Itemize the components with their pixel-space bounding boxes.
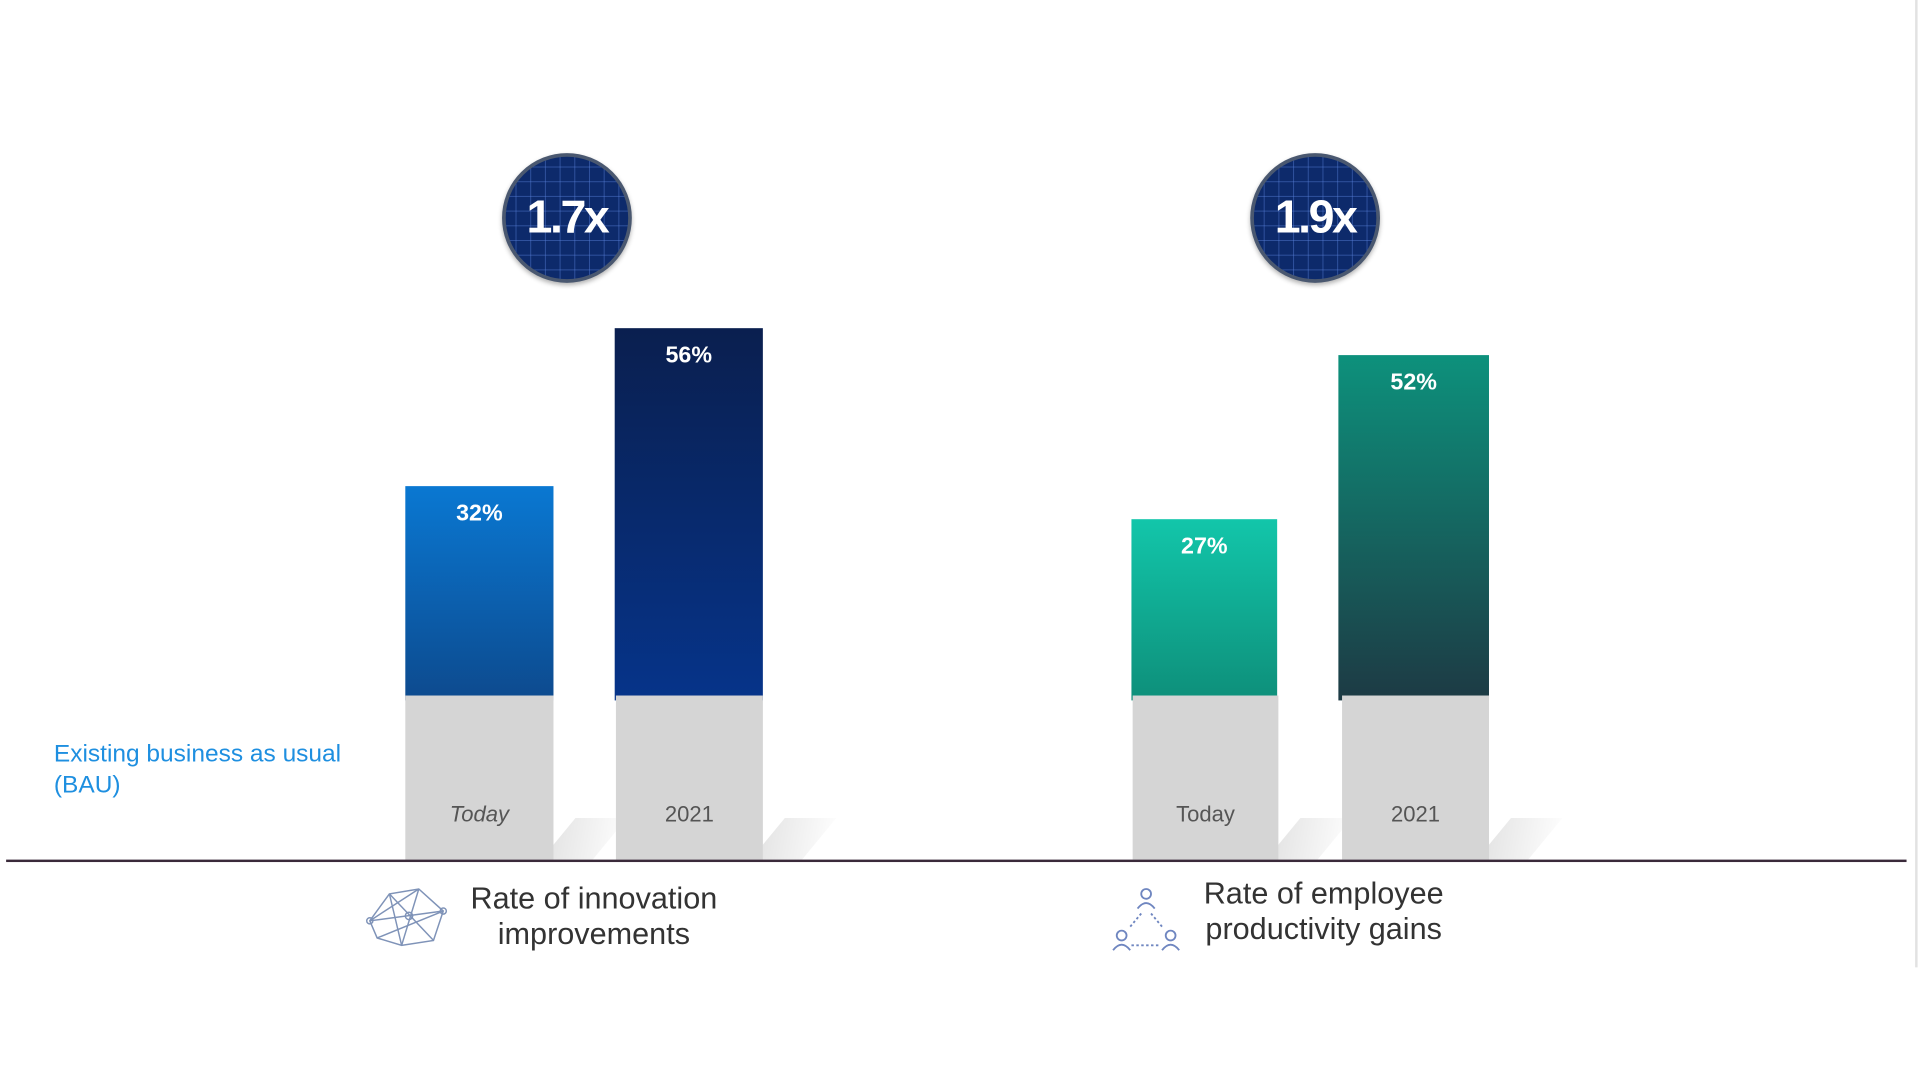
caption-line: improvements [497, 917, 691, 952]
category-label: Today [449, 802, 510, 827]
baseline-axis [6, 859, 1907, 863]
bar-shadow [541, 817, 627, 860]
caption-line: Rate of innovation [470, 881, 718, 916]
data-label: 52% [1390, 369, 1437, 396]
bar-shadow [1476, 817, 1563, 860]
bar-innovation-today: 32% [405, 485, 554, 701]
category-label: 2021 [664, 802, 714, 827]
bau-block-innovation-2021: 2021 [615, 695, 763, 860]
bar-shadow [750, 817, 837, 860]
bau-label: Existing business as usual (BAU) [54, 740, 341, 801]
bar-innovation-2021: 56% [614, 328, 763, 701]
bar-shadow [1266, 817, 1352, 860]
caption-innovation: Rate of innovation improvements [453, 882, 735, 953]
bau-block-productivity-today: Today [1132, 695, 1279, 860]
right-edge-divider [1915, 0, 1918, 968]
caption-line: Rate of employee [1203, 876, 1444, 912]
bau-block-innovation-today: Today [405, 695, 554, 860]
bar-productivity-today: 27% [1131, 518, 1278, 701]
data-label: 56% [665, 343, 713, 370]
multiplier-badge-productivity: 1.9x [1250, 153, 1381, 283]
data-label: 27% [1181, 533, 1228, 560]
category-label: 2021 [1390, 802, 1441, 827]
bau-block-productivity-2021: 2021 [1342, 695, 1489, 860]
data-label: 32% [456, 500, 503, 527]
caption-line: productivity gains [1205, 912, 1442, 947]
network-icon [366, 888, 448, 947]
bau-label-line: (BAU) [53, 771, 121, 799]
caption-productivity: Rate of employee productivity gains [1183, 877, 1465, 948]
bau-label-line: Existing business as usual [53, 740, 342, 768]
bar-productivity-2021: 52% [1338, 354, 1489, 701]
people-network-icon [1112, 888, 1180, 951]
multiplier-badge-innovation: 1.7x [502, 153, 632, 283]
category-label: Today [1176, 802, 1235, 827]
